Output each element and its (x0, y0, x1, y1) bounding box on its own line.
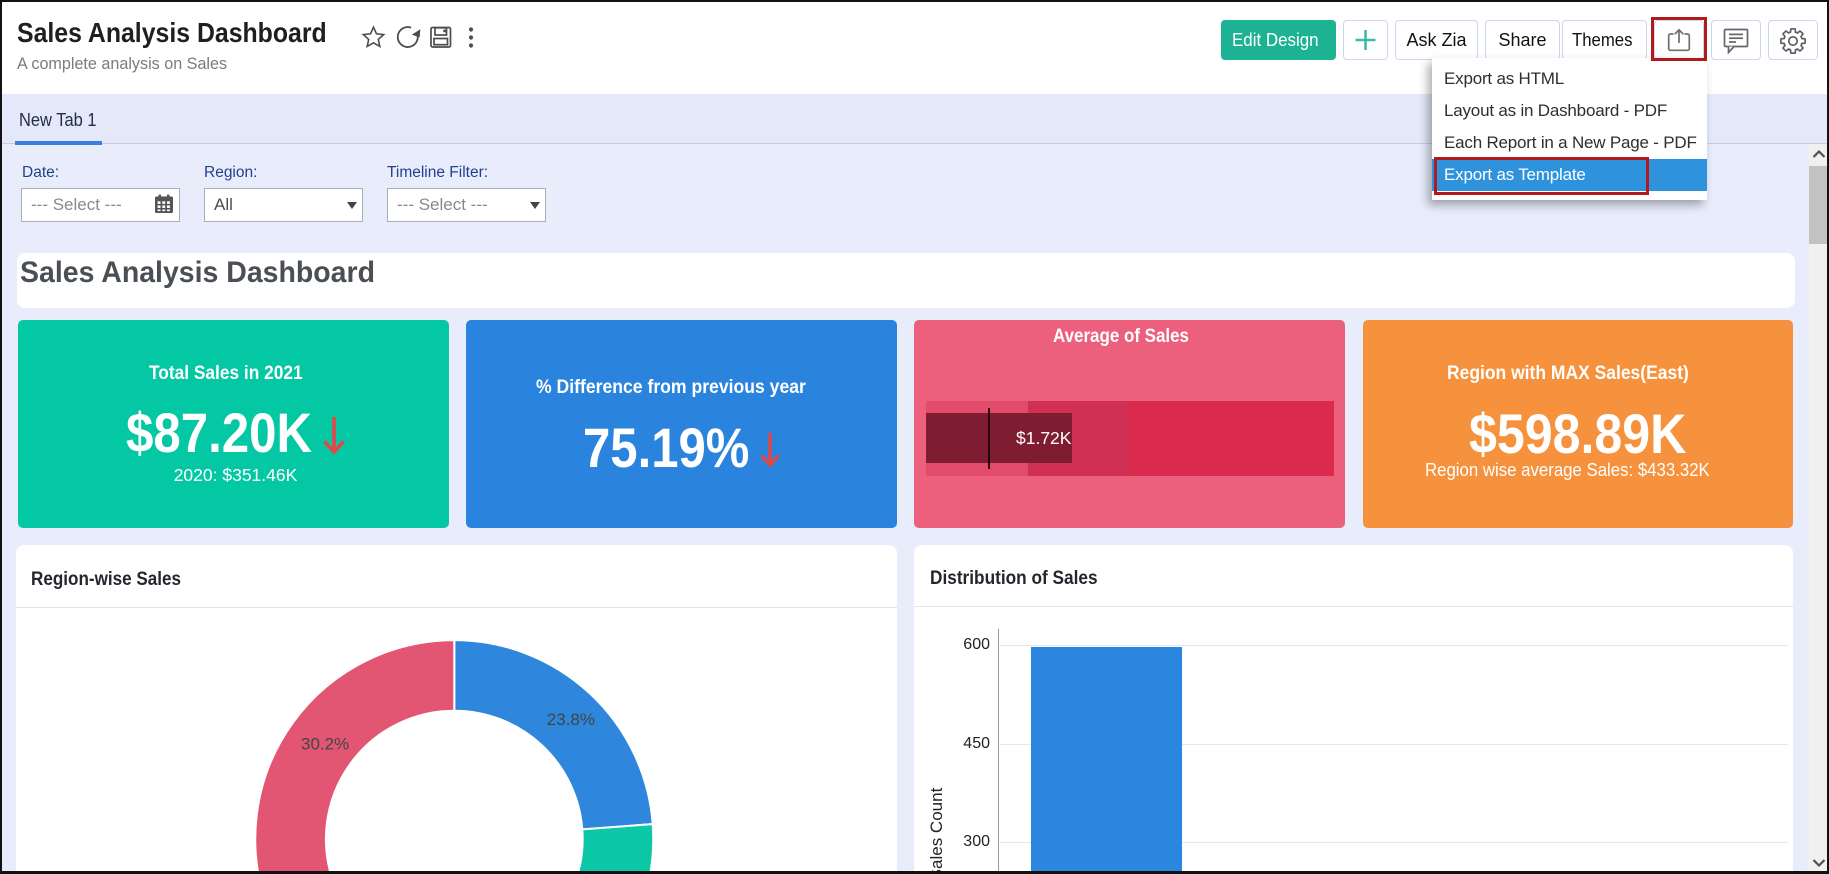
svg-text:30.2%: 30.2% (301, 734, 349, 753)
svg-text:23.8%: 23.8% (547, 710, 595, 729)
